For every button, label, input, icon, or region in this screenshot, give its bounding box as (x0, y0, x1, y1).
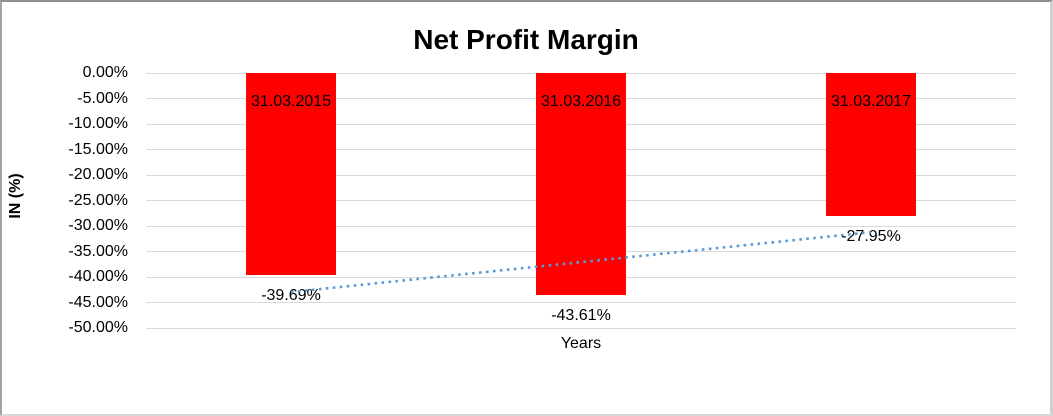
chart-title: Net Profit Margin (413, 24, 639, 55)
y-tick-label: -5.00% (77, 89, 128, 107)
y-tick-label: -35.00% (68, 242, 128, 260)
gridline (146, 302, 1016, 303)
y-tick-label: -50.00% (68, 319, 128, 336)
y-tick-label: -20.00% (68, 166, 128, 183)
gridline (146, 327, 1016, 329)
bar-31.03.2017 (826, 73, 916, 216)
y-tick-label: -10.00% (68, 115, 128, 132)
bar-31.03.2016 (536, 73, 626, 296)
trendline (290, 230, 872, 294)
y-tick-label: -45.00% (68, 293, 128, 311)
y-tick-label: -40.00% (68, 268, 128, 285)
y-tick-label: 0.00% (82, 64, 128, 81)
bar-31.03.2015 (246, 73, 336, 276)
value-label: -43.61% (551, 307, 611, 325)
y-tick-label: -25.00% (68, 191, 128, 209)
y-tick-label: -15.00% (68, 140, 128, 158)
y-tick-label: -30.00% (68, 217, 128, 234)
category-label: 31.03.2017 (830, 93, 912, 110)
category-label: 31.03.2015 (250, 93, 332, 110)
x-axis-title: Years (560, 335, 602, 352)
category-label: 31.03.2016 (540, 93, 622, 110)
value-label: -27.95% (841, 227, 901, 245)
